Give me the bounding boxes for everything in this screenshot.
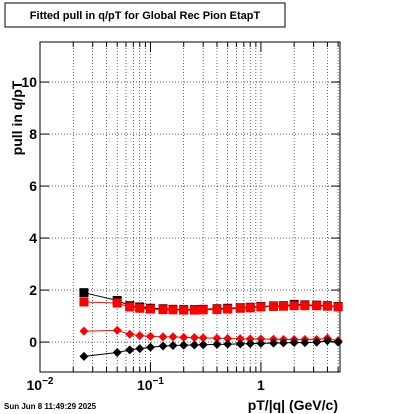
marker-diamond	[112, 325, 122, 335]
marker-diamond	[125, 329, 135, 339]
marker-square	[289, 301, 299, 311]
y-axis-label: pull in q/pT	[9, 80, 25, 155]
marker-diamond	[125, 345, 135, 355]
marker-square	[135, 303, 145, 313]
marker-diamond	[300, 338, 310, 348]
timestamp: Sun Jun 8 11:49:29 2025	[4, 402, 97, 411]
series-line	[83, 301, 339, 311]
y-tick-label: 4	[29, 230, 37, 246]
marker-square	[245, 303, 255, 313]
marker-diamond	[145, 331, 155, 341]
marker-diamond	[268, 338, 278, 348]
marker-square	[322, 301, 332, 311]
marker-diamond	[135, 331, 145, 341]
marker-diamond	[198, 340, 208, 350]
marker-square	[79, 297, 89, 307]
marker-square	[179, 305, 189, 315]
y-tick-label: 0	[29, 334, 37, 350]
series-line	[83, 329, 339, 342]
marker-square	[278, 301, 288, 311]
y-tick-label: 10	[21, 74, 37, 90]
x-tick-label: 1	[257, 377, 265, 393]
marker-diamond	[168, 332, 178, 342]
marker-diamond	[235, 339, 245, 349]
marker-square	[125, 302, 135, 312]
marker-square	[79, 288, 89, 298]
marker-diamond	[158, 332, 168, 342]
title-box	[4, 2, 286, 28]
marker-square	[300, 301, 310, 311]
marker-diamond	[322, 336, 332, 346]
marker-square	[158, 305, 168, 315]
marker-square	[198, 305, 208, 315]
marker-diamond	[223, 339, 233, 349]
marker-square	[333, 302, 343, 312]
marker-square	[212, 305, 222, 315]
marker-square	[312, 301, 322, 311]
marker-diamond	[278, 338, 288, 348]
marker-diamond	[79, 351, 89, 361]
x-tick-label: 10−1	[137, 376, 164, 393]
x-tick-label: 10−2	[27, 376, 54, 393]
marker-diamond	[145, 342, 155, 352]
marker-diamond	[333, 337, 343, 347]
x-tick-base: 10	[137, 377, 153, 393]
marker-diamond	[189, 333, 199, 343]
marker-diamond	[312, 337, 322, 347]
x-tick-base: 10	[27, 377, 43, 393]
marker-diamond	[179, 340, 189, 350]
plot-frame	[39, 41, 341, 373]
marker-diamond	[212, 339, 222, 349]
marker-diamond	[189, 340, 199, 350]
y-tick-label: 6	[29, 178, 37, 194]
marker-diamond	[256, 338, 266, 348]
marker-diamond	[179, 332, 189, 342]
series-line	[83, 340, 339, 357]
series-line	[83, 292, 339, 311]
marker-square	[189, 305, 199, 315]
marker-square	[256, 302, 266, 312]
marker-diamond	[245, 339, 255, 349]
marker-diamond	[245, 334, 255, 344]
marker-square	[168, 305, 178, 315]
marker-square	[235, 303, 245, 313]
marker-diamond	[198, 333, 208, 343]
x-tick-base: 1	[257, 377, 265, 393]
marker-diamond	[158, 341, 168, 351]
marker-diamond	[112, 347, 122, 357]
marker-diamond	[235, 334, 245, 344]
marker-square	[112, 298, 122, 308]
x-tick-exponent: −1	[153, 376, 165, 387]
marker-diamond	[79, 326, 89, 336]
marker-diamond	[212, 333, 222, 343]
marker-diamond	[223, 333, 233, 343]
marker-diamond	[289, 338, 299, 348]
chart-title: Fitted pull in q/pT for Global Rec Pion …	[30, 10, 261, 22]
y-tick-label: 8	[29, 126, 37, 142]
y-tick-label: 2	[29, 282, 37, 298]
marker-square	[223, 304, 233, 314]
x-tick-exponent: −2	[42, 376, 54, 387]
marker-square	[145, 304, 155, 314]
marker-diamond	[135, 344, 145, 354]
x-axis-label: pT/|q| (GeV/c)	[248, 397, 338, 413]
marker-diamond	[168, 340, 178, 350]
marker-square	[268, 301, 278, 311]
